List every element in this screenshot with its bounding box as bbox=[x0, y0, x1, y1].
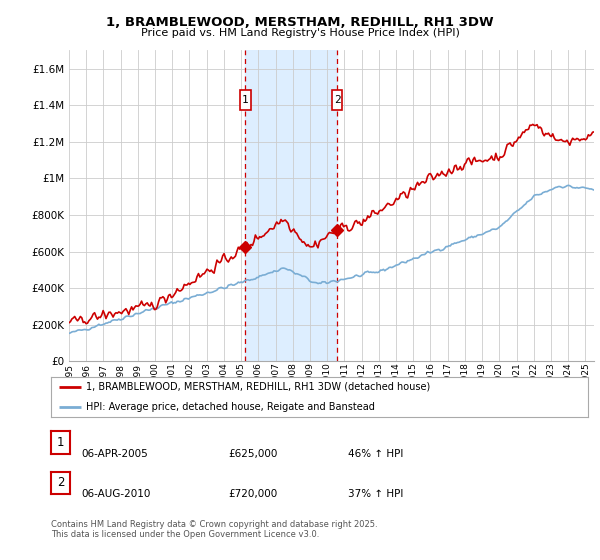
FancyBboxPatch shape bbox=[332, 90, 343, 110]
Text: 2: 2 bbox=[57, 476, 64, 489]
Text: Contains HM Land Registry data © Crown copyright and database right 2025.
This d: Contains HM Land Registry data © Crown c… bbox=[51, 520, 377, 539]
Text: 06-AUG-2010: 06-AUG-2010 bbox=[81, 489, 151, 499]
Text: 37% ↑ HPI: 37% ↑ HPI bbox=[348, 489, 403, 499]
Text: 1: 1 bbox=[242, 95, 249, 105]
Text: HPI: Average price, detached house, Reigate and Banstead: HPI: Average price, detached house, Reig… bbox=[86, 402, 375, 412]
Text: 2: 2 bbox=[334, 95, 341, 105]
Text: £720,000: £720,000 bbox=[228, 489, 277, 499]
Bar bbox=[245, 50, 337, 361]
FancyBboxPatch shape bbox=[240, 90, 251, 110]
Text: Price paid vs. HM Land Registry's House Price Index (HPI): Price paid vs. HM Land Registry's House … bbox=[140, 28, 460, 38]
Text: 1, BRAMBLEWOOD, MERSTHAM, REDHILL, RH1 3DW (detached house): 1, BRAMBLEWOOD, MERSTHAM, REDHILL, RH1 3… bbox=[86, 382, 430, 392]
Text: 06-APR-2005: 06-APR-2005 bbox=[81, 449, 148, 459]
Text: 1, BRAMBLEWOOD, MERSTHAM, REDHILL, RH1 3DW: 1, BRAMBLEWOOD, MERSTHAM, REDHILL, RH1 3… bbox=[106, 16, 494, 29]
Text: 46% ↑ HPI: 46% ↑ HPI bbox=[348, 449, 403, 459]
Text: £625,000: £625,000 bbox=[228, 449, 277, 459]
Text: 1: 1 bbox=[57, 436, 64, 449]
